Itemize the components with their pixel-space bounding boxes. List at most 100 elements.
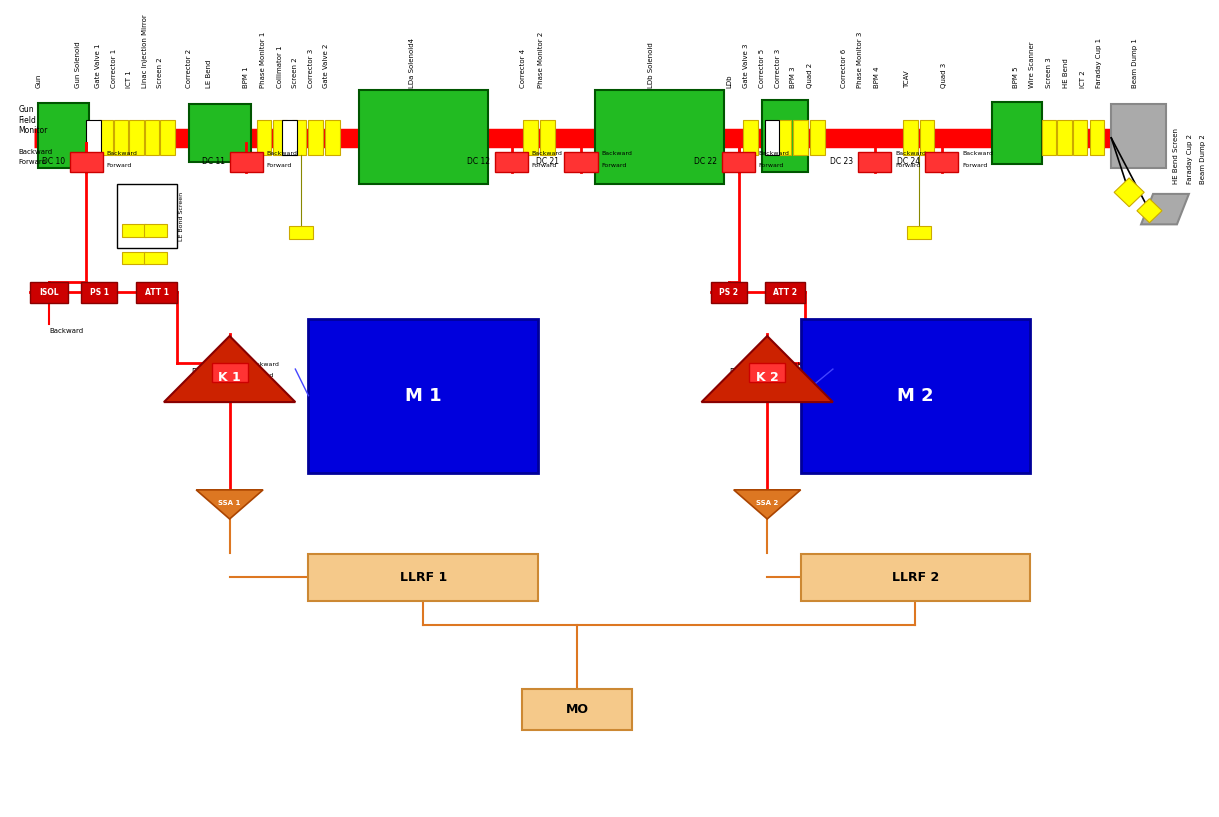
Bar	[229, 152, 263, 172]
Text: Backward: Backward	[267, 151, 297, 156]
Bar	[744, 120, 758, 155]
Bar	[212, 363, 247, 382]
Text: Gate Valve 2: Gate Valve 2	[323, 44, 329, 88]
Text: BPM 3: BPM 3	[790, 67, 796, 88]
Text: Gun Solenoid: Gun Solenoid	[74, 42, 80, 88]
Bar	[257, 120, 272, 155]
Bar	[69, 152, 102, 172]
Text: K 1: K 1	[218, 372, 241, 384]
Text: K 2: K 2	[756, 372, 779, 384]
Bar	[764, 282, 806, 303]
Text: Quad 3: Quad 3	[941, 63, 947, 88]
Text: DC 10: DC 10	[41, 158, 65, 167]
Text: Beam Dump 2: Beam Dump 2	[1199, 135, 1206, 185]
Bar	[161, 120, 174, 155]
Text: Faraday Cup 1: Faraday Cup 1	[1096, 38, 1102, 88]
Text: Forward: Forward	[106, 163, 132, 167]
Bar	[308, 120, 323, 155]
Bar	[30, 282, 68, 303]
Text: Backward: Backward	[786, 362, 817, 367]
Bar	[144, 225, 167, 237]
Text: Linac Injection Mirror: Linac Injection Mirror	[141, 15, 147, 88]
Polygon shape	[163, 336, 295, 402]
Text: Forward: Forward	[786, 373, 812, 378]
Text: Backward: Backward	[601, 151, 631, 156]
Bar	[145, 120, 160, 155]
Text: Corrector 3: Corrector 3	[775, 49, 781, 88]
Text: LDb Solenoid: LDb Solenoid	[649, 42, 655, 88]
Bar	[82, 282, 117, 303]
Text: Backward: Backward	[106, 151, 138, 156]
Text: BPM 1: BPM 1	[244, 67, 250, 88]
Bar	[811, 120, 824, 155]
Bar	[495, 152, 528, 172]
Text: Forward: Forward	[895, 163, 920, 167]
Text: Screen 2: Screen 2	[157, 58, 163, 88]
Bar	[801, 319, 1030, 472]
Text: LLRF 2: LLRF 2	[891, 571, 939, 584]
Text: DC 21: DC 21	[536, 158, 560, 167]
Bar	[925, 152, 958, 172]
Text: Beam Dump 1: Beam Dump 1	[1132, 38, 1139, 88]
Text: LLRF 1: LLRF 1	[400, 571, 447, 584]
Text: DC 1: DC 1	[193, 368, 211, 377]
Text: ICT 2: ICT 2	[1080, 70, 1086, 88]
Bar	[144, 252, 167, 265]
Bar	[113, 120, 128, 155]
Bar	[117, 185, 177, 248]
Text: HE Bend: HE Bend	[1063, 59, 1069, 88]
Text: DC 22: DC 22	[694, 158, 717, 167]
Bar	[762, 100, 808, 172]
Text: Screen 2: Screen 2	[293, 58, 299, 88]
Bar	[358, 90, 488, 185]
Text: LDa Solenoid4: LDa Solenoid4	[410, 38, 416, 88]
Text: Forward: Forward	[249, 373, 274, 378]
Text: Gun: Gun	[35, 74, 41, 88]
Bar	[308, 319, 538, 472]
Bar	[722, 152, 756, 172]
Text: LE Bend: LE Bend	[206, 60, 212, 88]
Bar	[122, 225, 146, 237]
Text: Backward: Backward	[531, 151, 563, 156]
Text: Phase Monitor 2: Phase Monitor 2	[539, 32, 545, 88]
Text: BPM 5: BPM 5	[1013, 67, 1019, 88]
Text: MO: MO	[566, 703, 589, 716]
Text: Screen 3: Screen 3	[1046, 57, 1052, 88]
Text: DC 24: DC 24	[897, 158, 920, 167]
Text: Corrector 5: Corrector 5	[759, 49, 766, 88]
Text: Phase Monitor 1: Phase Monitor 1	[260, 32, 266, 88]
Polygon shape	[1137, 199, 1162, 223]
Text: M 1: M 1	[405, 386, 441, 404]
Bar	[920, 120, 935, 155]
Polygon shape	[701, 336, 833, 402]
Bar	[522, 689, 633, 730]
Bar	[189, 105, 251, 162]
Text: Backward: Backward	[895, 151, 926, 156]
Text: TCAV: TCAV	[904, 70, 909, 88]
Text: Corrector 4: Corrector 4	[521, 49, 527, 88]
Bar	[777, 120, 791, 155]
Text: ICT 1: ICT 1	[127, 70, 133, 88]
Text: ATT 2: ATT 2	[773, 288, 797, 297]
Bar	[794, 120, 808, 155]
Text: DC 12: DC 12	[467, 158, 490, 167]
Text: Backward: Backward	[249, 362, 279, 367]
Text: Backward: Backward	[18, 150, 52, 155]
Bar	[764, 120, 779, 155]
Text: Corrector 6: Corrector 6	[841, 49, 847, 88]
Text: DC 2: DC 2	[730, 368, 748, 377]
Bar	[39, 103, 89, 168]
Text: Forward: Forward	[531, 163, 557, 167]
Bar	[903, 120, 918, 155]
Text: Backward: Backward	[962, 151, 992, 156]
Bar	[858, 152, 891, 172]
Bar	[801, 554, 1030, 600]
Text: M 2: M 2	[897, 386, 934, 404]
Bar	[540, 120, 555, 155]
Bar	[523, 120, 538, 155]
Text: Phase Monitor 3: Phase Monitor 3	[857, 32, 863, 88]
Text: Forward: Forward	[18, 158, 46, 165]
Text: HE Bend Screen: HE Bend Screen	[1174, 128, 1179, 185]
Text: ISOL: ISOL	[39, 288, 59, 297]
Text: Faraday Cup 2: Faraday Cup 2	[1186, 134, 1192, 185]
